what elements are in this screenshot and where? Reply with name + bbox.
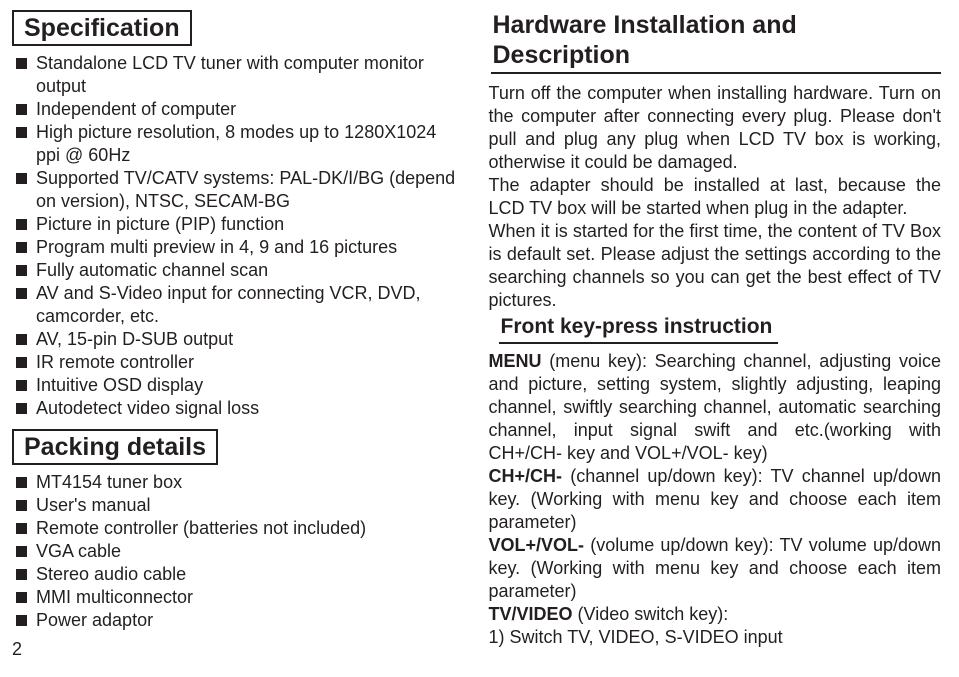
left-column: Specification Standalone LCD TV tuner wi…: [12, 10, 465, 667]
front-keypress-heading: Front key-press instruction: [499, 314, 779, 343]
list-item: VGA cable: [12, 540, 465, 563]
list-item: MMI multiconnector: [12, 586, 465, 609]
key-name: VOL+/VOL-: [489, 535, 585, 555]
list-item: Independent of computer: [12, 98, 465, 121]
list-item: MT4154 tuner box: [12, 471, 465, 494]
list-item: Standalone LCD TV tuner with computer mo…: [12, 52, 465, 98]
list-item: User's manual: [12, 494, 465, 517]
list-item: Power adaptor: [12, 609, 465, 632]
list-item: Stereo audio cable: [12, 563, 465, 586]
list-item: AV, 15-pin D-SUB output: [12, 328, 465, 351]
list-item: AV and S-Video input for connecting VCR,…: [12, 282, 465, 328]
key-name: MENU: [489, 351, 542, 371]
packing-details-heading: Packing details: [12, 429, 218, 465]
front-keypress-body: MENU (menu key): Searching channel, adju…: [489, 350, 942, 649]
right-column: Hardware Installation and Description Tu…: [489, 10, 942, 667]
list-item: Supported TV/CATV systems: PAL-DK/I/BG (…: [12, 167, 465, 213]
list-item: Fully automatic channel scan: [12, 259, 465, 282]
key-name: CH+/CH-: [489, 466, 563, 486]
hardware-installation-heading: Hardware Installation and Description: [491, 10, 942, 74]
list-item: Program multi preview in 4, 9 and 16 pic…: [12, 236, 465, 259]
list-item: High picture resolution, 8 modes up to 1…: [12, 121, 465, 167]
list-item: Remote controller (batteries not include…: [12, 517, 465, 540]
page-number: 2: [12, 640, 465, 660]
specification-heading: Specification: [12, 10, 192, 46]
list-item: Intuitive OSD display: [12, 374, 465, 397]
list-item: Autodetect video signal loss: [12, 397, 465, 420]
key-name: TV/VIDEO: [489, 604, 573, 624]
list-item: IR remote controller: [12, 351, 465, 374]
hardware-installation-body: Turn off the computer when installing ha…: [489, 82, 942, 312]
specification-list: Standalone LCD TV tuner with computer mo…: [12, 52, 465, 421]
packing-details-list: MT4154 tuner boxUser's manualRemote cont…: [12, 471, 465, 632]
list-item: Picture in picture (PIP) function: [12, 213, 465, 236]
